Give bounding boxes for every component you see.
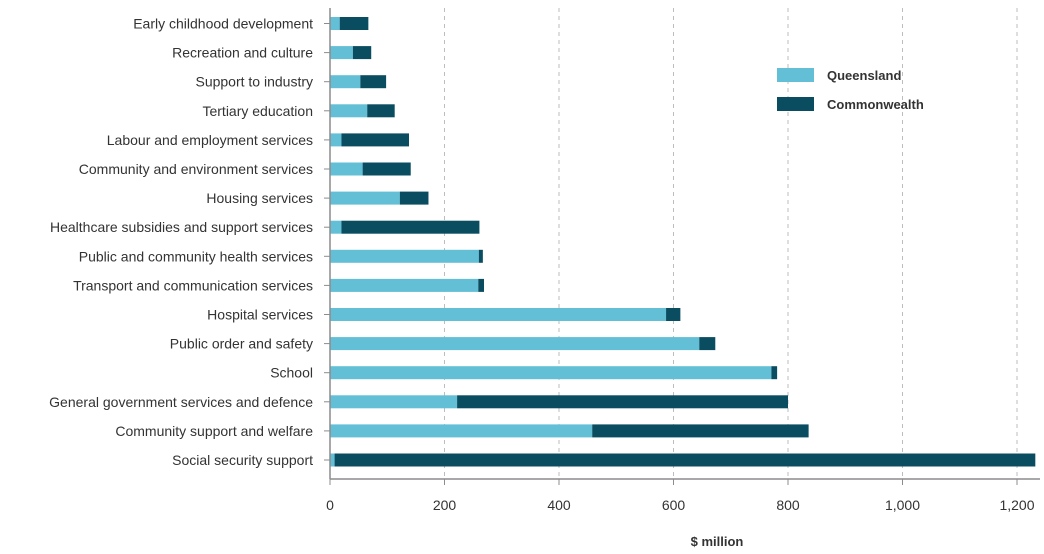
bars: [330, 17, 1036, 467]
bar-queensland: [330, 191, 400, 205]
category-label: Public order and safety: [170, 336, 313, 352]
bar-queensland: [330, 424, 593, 438]
x-tick-label: 0: [326, 497, 334, 513]
bar-commonwealth: [334, 453, 1036, 467]
bar-commonwealth: [399, 191, 429, 205]
bar-commonwealth: [457, 395, 788, 409]
x-tick-label: 800: [776, 497, 800, 513]
axes: [324, 8, 1040, 485]
category-label: Community support and welfare: [115, 423, 313, 439]
category-label: School: [270, 365, 313, 381]
x-axis-title: $ million: [691, 534, 744, 549]
category-label: Tertiary education: [202, 103, 313, 119]
x-tick-label: 200: [433, 497, 457, 513]
bar-commonwealth: [666, 308, 681, 321]
legend-label-commonwealth: Commonwealth: [827, 97, 924, 112]
bar-queensland: [330, 308, 667, 321]
category-label: Hospital services: [207, 307, 313, 323]
gridlines: [444, 8, 1018, 479]
bar-commonwealth: [352, 46, 372, 60]
bar-queensland: [330, 395, 458, 409]
bar-commonwealth: [592, 424, 809, 438]
x-tick-label: 400: [547, 497, 571, 513]
bar-commonwealth: [362, 162, 411, 176]
category-label: Recreation and culture: [172, 45, 313, 61]
bar-commonwealth: [771, 366, 778, 380]
bar-queensland: [330, 104, 368, 118]
legend-label-queensland: Queensland: [827, 68, 901, 83]
category-label: General government services and defence: [49, 394, 313, 410]
bar-queensland: [330, 220, 342, 234]
category-labels: Early childhood development Recreation an…: [49, 16, 313, 469]
category-label: Social security support: [172, 452, 313, 468]
bar-commonwealth: [341, 220, 480, 234]
category-label: Support to industry: [195, 74, 313, 90]
category-label: Early childhood development: [133, 16, 313, 32]
legend-swatch-commonwealth: [777, 97, 814, 111]
bar-queensland: [330, 46, 353, 60]
x-tick-label: 1,000: [885, 497, 920, 513]
bar-queensland: [330, 366, 772, 380]
bar-queensland: [330, 75, 361, 89]
bar-commonwealth: [341, 133, 410, 147]
bar-queensland: [330, 453, 335, 467]
legend: Queensland Commonwealth: [777, 68, 924, 112]
bar-queensland: [330, 337, 700, 351]
x-tick-label: 600: [662, 497, 686, 513]
bar-commonwealth: [699, 337, 716, 351]
bar-commonwealth: [360, 75, 387, 89]
bar-queensland: [330, 278, 479, 292]
bar-commonwealth: [367, 104, 395, 118]
category-label: Transport and communication services: [73, 277, 313, 293]
bar-commonwealth: [339, 17, 369, 30]
category-label: Public and community health services: [79, 248, 313, 264]
category-label: Community and environment services: [79, 161, 313, 177]
bar-queensland: [330, 249, 479, 263]
x-tick-label: 1,200: [999, 497, 1034, 513]
bar-commonwealth: [478, 249, 483, 263]
category-label: Healthcare subsidies and support service…: [50, 219, 313, 235]
category-label: Labour and employment services: [107, 132, 313, 148]
bar-commonwealth: [478, 278, 485, 292]
bar-queensland: [330, 17, 340, 30]
category-label: Housing services: [206, 190, 313, 206]
bar-queensland: [330, 133, 342, 147]
x-tick-labels: 0 200 400 600 800 1,000 1,200: [326, 497, 1035, 513]
legend-swatch-queensland: [777, 68, 814, 82]
bar-queensland: [330, 162, 363, 176]
